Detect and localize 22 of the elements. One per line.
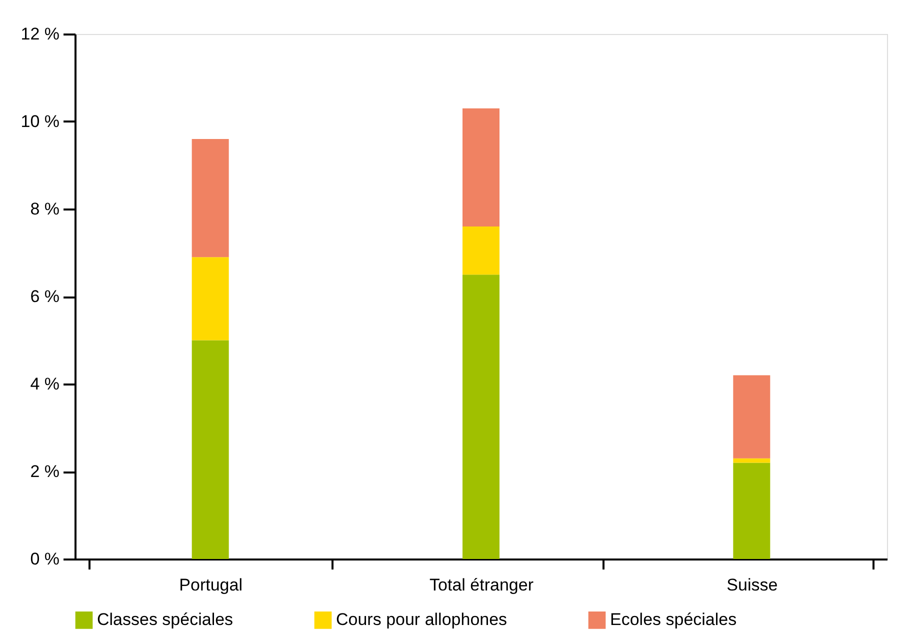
- y-tick-label: 0 %: [30, 550, 60, 568]
- bar: [462, 108, 500, 226]
- bar: [192, 139, 229, 258]
- legend-label: Ecoles spéciales: [610, 610, 737, 630]
- x-tick-label: Suisse: [726, 576, 778, 594]
- bar: [733, 375, 770, 458]
- y-tick-label: 10 %: [20, 112, 60, 131]
- y-tick-label: 12 %: [20, 24, 60, 44]
- bar: [192, 340, 229, 559]
- y-tick-label: 4 %: [30, 374, 60, 394]
- bar: [462, 226, 500, 275]
- x-tick-label: Total étranger: [430, 576, 534, 594]
- legend-label: Classes spéciales: [97, 610, 234, 630]
- legend-label: Cours pour allophones: [336, 610, 508, 630]
- bar: [462, 274, 500, 559]
- bar: [733, 462, 770, 559]
- x-tick-label: Portugal: [179, 576, 242, 594]
- bar: [733, 458, 770, 463]
- y-tick-label: 2 %: [30, 462, 60, 481]
- y-tick-label: 6 %: [30, 287, 60, 306]
- bar: [192, 257, 229, 340]
- y-tick-label: 8 %: [30, 200, 60, 218]
